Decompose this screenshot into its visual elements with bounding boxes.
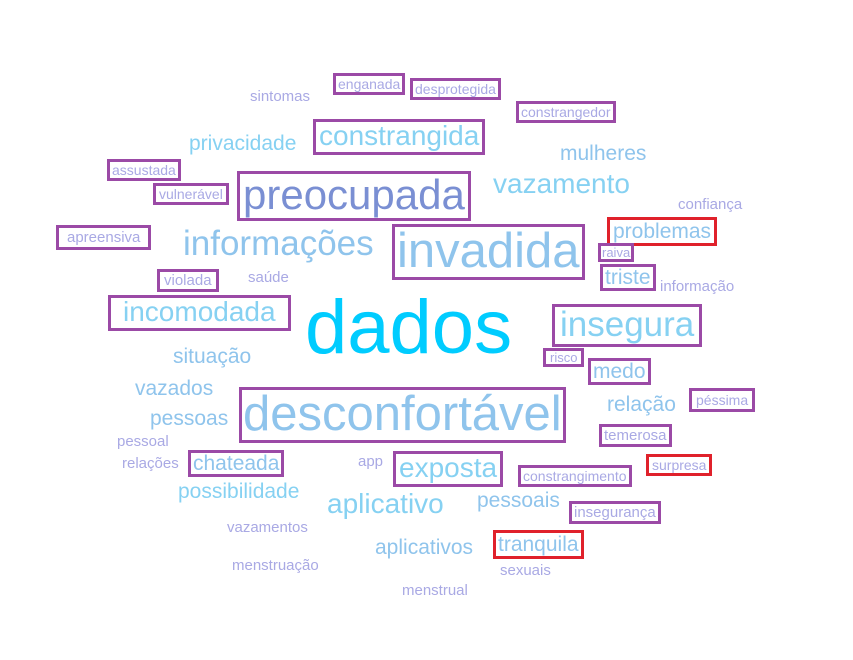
word-boxed: risco	[543, 348, 585, 367]
word: saúde	[248, 269, 289, 286]
word-boxed: apreensiva	[56, 225, 152, 250]
word-boxed: preocupada	[237, 171, 471, 221]
word: menstruação	[232, 557, 319, 574]
word-boxed: problemas	[607, 217, 718, 246]
word: aplicativos	[375, 536, 474, 559]
word: situação	[173, 345, 252, 368]
word-boxed: constrangida	[313, 119, 486, 155]
word: vazamentos	[227, 519, 308, 536]
word-boxed: tranquila	[493, 530, 584, 559]
word: relação	[607, 393, 676, 416]
word-boxed: insegura	[552, 304, 703, 347]
word-boxed: temerosa	[599, 424, 672, 447]
word: app	[358, 453, 384, 470]
word: aplicativo	[327, 488, 444, 519]
word-boxed: insegurança	[569, 501, 661, 524]
word-boxed: raiva	[598, 243, 635, 262]
word-boxed: constrangimento	[518, 465, 632, 487]
word: relações	[122, 455, 179, 472]
word-boxed: invadida	[392, 224, 585, 280]
word: dados	[305, 285, 513, 370]
word-boxed: chateada	[188, 450, 285, 477]
word: pessoas	[150, 407, 229, 430]
word-boxed: constrangedor	[516, 101, 616, 123]
word-boxed: desprotegida	[410, 78, 501, 100]
word: menstrual	[402, 582, 468, 599]
word-boxed: triste	[600, 264, 656, 291]
word: vazados	[135, 377, 214, 400]
word: sintomas	[250, 88, 311, 105]
word-boxed: surpresa	[646, 454, 713, 476]
word: confiança	[678, 196, 743, 213]
word: pessoal	[117, 433, 169, 450]
word: informação	[660, 278, 735, 295]
word-boxed: violada	[157, 269, 219, 292]
word-boxed: incomodada	[108, 295, 291, 331]
word-boxed: péssima	[689, 388, 756, 412]
word: mulheres	[560, 142, 647, 165]
word: informações	[183, 224, 374, 263]
word: privacidade	[189, 132, 297, 155]
word-boxed: assustada	[107, 159, 181, 181]
word-boxed: desconfortável	[239, 387, 566, 443]
word: vazamento	[493, 168, 630, 199]
word: sexuais	[500, 562, 551, 579]
word: possibilidade	[178, 480, 300, 503]
word: pessoais	[477, 489, 560, 512]
word-boxed: enganada	[333, 73, 406, 95]
word-boxed: medo	[588, 358, 651, 385]
word-boxed: exposta	[393, 451, 504, 487]
word-boxed: vulnerável	[153, 183, 229, 205]
